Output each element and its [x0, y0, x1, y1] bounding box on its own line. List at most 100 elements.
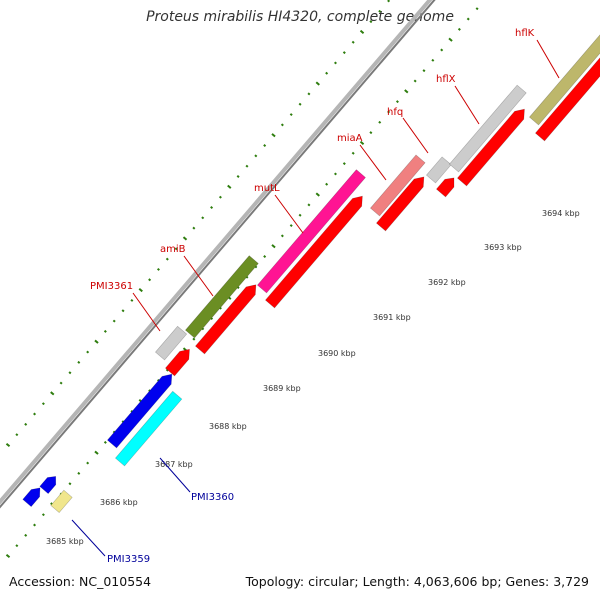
gene-pmi3360-shape: [115, 390, 183, 467]
inner-tick: [422, 69, 426, 73]
gene-amib-shape: [185, 255, 259, 339]
cds-arrow[interactable]: [457, 105, 529, 187]
leader-line: [132, 292, 161, 332]
outer-tick: [68, 371, 72, 375]
inner-tick: [103, 440, 107, 444]
reverse-cds[interactable]: [39, 473, 60, 495]
outer-tick: [50, 391, 55, 396]
cds-arrow-shape: [265, 195, 363, 309]
inner-tick: [165, 368, 169, 372]
reverse-cds-shape: [39, 475, 57, 495]
cds-arrow[interactable]: [535, 42, 600, 142]
inner-tick: [359, 140, 365, 146]
gene-label: hflX: [436, 74, 456, 85]
scale-label: 3686 kbp: [100, 498, 138, 507]
reverse-cds[interactable]: [107, 370, 176, 449]
backbone-line: [0, 0, 433, 505]
outer-tick: [245, 164, 249, 168]
gene-miaa[interactable]: [370, 154, 426, 217]
scale-label: 3687 kbp: [155, 460, 193, 469]
label-leaders: PMI3361 amiB mutL miaA hfq hflX hflK PMI3360 PMI…: [71, 28, 560, 565]
gene-label: PMI3359: [107, 554, 150, 565]
leader-line: [71, 519, 106, 557]
inner-tick: [466, 17, 470, 21]
gene-pmi3361[interactable]: [155, 325, 188, 361]
gene-label: hfq: [387, 107, 403, 118]
outer-tick: [387, 0, 391, 3]
inner-tick: [404, 89, 409, 94]
inner-tick: [77, 471, 81, 475]
cds-arrow[interactable]: [436, 174, 458, 198]
gene-hflk-shape: [529, 25, 600, 126]
inner-tick: [325, 182, 329, 186]
leader-line: [454, 85, 480, 125]
inner-tick: [315, 192, 320, 197]
reverse-cds-shape: [22, 487, 41, 508]
scale-label: 3690 kbp: [318, 349, 356, 358]
inner-tick: [342, 162, 346, 166]
cds-arrow[interactable]: [165, 345, 194, 377]
outer-tick: [5, 442, 11, 448]
outer-tick: [378, 9, 382, 13]
feature-blocks[interactable]: [22, 25, 600, 514]
inner-tick: [395, 100, 399, 104]
outer-tick: [333, 61, 337, 65]
inner-tick: [271, 244, 276, 249]
cds-arrow[interactable]: [376, 173, 428, 232]
gene-hflx[interactable]: [449, 84, 527, 173]
outer-tick: [86, 350, 90, 354]
scale-label: 3691 kbp: [373, 313, 411, 322]
outer-tick: [138, 288, 143, 293]
scale-label: 3689 kbp: [263, 384, 301, 393]
outer-tick: [174, 247, 178, 251]
outer-tick: [156, 267, 160, 271]
outer-tick: [192, 226, 196, 230]
inner-tick: [15, 544, 19, 548]
gene-label: miaA: [337, 133, 363, 144]
inner-tick: [351, 151, 355, 155]
accession-text: Accession: NC_010554: [9, 574, 152, 589]
scale-label: 3688 kbp: [209, 422, 247, 431]
gene-hflk[interactable]: [529, 25, 600, 126]
inner-tick: [263, 255, 267, 259]
outer-tick: [369, 20, 373, 24]
inner-tick: [289, 224, 293, 228]
inner-tick: [86, 461, 90, 465]
gene-pmi3359[interactable]: [50, 489, 73, 514]
outer-tick: [77, 360, 81, 364]
gene-mutl[interactable]: [257, 169, 366, 294]
outer-tick: [130, 298, 134, 302]
gene-amib[interactable]: [185, 255, 259, 339]
gene-miaa-shape: [370, 154, 426, 217]
gene-hflx-shape: [449, 84, 527, 173]
outer-tick: [236, 175, 240, 178]
outer-tick: [165, 257, 169, 261]
outer-tick: [271, 133, 276, 138]
cds-arrow[interactable]: [195, 281, 260, 355]
cds-arrow[interactable]: [265, 192, 367, 309]
outer-tick: [59, 381, 63, 385]
gene-label: mutL: [254, 183, 280, 194]
outer-tick: [182, 236, 188, 241]
cds-arrow-shape: [436, 177, 455, 198]
outer-tick: [342, 51, 346, 55]
outer-tick: [227, 184, 232, 189]
inner-tick: [307, 203, 311, 207]
outer-tick: [201, 216, 205, 220]
gene-pmi3359-shape: [50, 489, 73, 514]
outer-tick: [263, 144, 267, 148]
outer-tick: [121, 309, 125, 313]
gene-pmi3360[interactable]: [115, 390, 183, 467]
inner-tick: [280, 234, 284, 238]
reverse-cds[interactable]: [22, 484, 44, 508]
gene-label: PMI3360: [191, 492, 234, 503]
gene-label: hflK: [515, 28, 535, 39]
reverse-cds-shape: [107, 373, 173, 449]
outer-tick: [280, 123, 284, 127]
gene-label: amiB: [160, 244, 186, 255]
tick-marks: [5, 0, 479, 559]
cds-arrow-shape: [195, 284, 257, 355]
outer-tick: [94, 339, 99, 344]
scale-labels: 3685 kbp 3686 kbp 3687 kbp 3688 kbp 3689 kbp…: [46, 209, 580, 546]
